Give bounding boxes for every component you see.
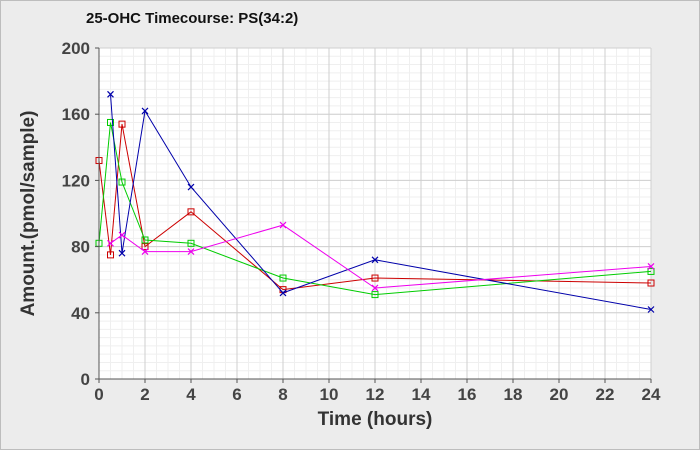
data-point [118,231,126,239]
x-tick-label: 12 [366,385,385,404]
data-point [187,248,195,255]
data-point [371,284,379,292]
x-tick-label: 16 [458,385,477,404]
data-point [187,239,195,247]
series-3 [107,90,655,313]
chart-title: 25-OHC Timecourse: PS(34:2) [86,10,299,27]
series-layer [95,90,655,313]
data-point [141,107,149,115]
data-point [279,274,287,282]
series-1 [95,120,655,294]
data-point [371,256,379,264]
x-axis-label: Time (hours) [318,409,433,430]
x-tick-label: 8 [278,385,287,404]
data-point [647,279,655,287]
y-tick-label: 80 [71,238,90,257]
x-tick-label: 10 [320,385,339,404]
data-point [118,249,126,257]
data-point [107,118,114,126]
data-point [647,267,655,275]
x-tick-label: 22 [596,385,615,404]
series-4 [107,221,655,292]
x-tick-label: 2 [140,385,149,404]
x-tick-label: 14 [412,385,431,404]
data-point [187,208,195,216]
data-point [141,243,149,251]
data-point [279,221,287,229]
data-point [647,263,655,270]
data-point [118,120,126,128]
data-point [141,236,149,244]
y-tick-label: 40 [71,304,90,323]
x-tick-label: 24 [642,385,661,404]
data-point [107,251,114,259]
x-tick-label: 18 [504,385,523,404]
data-point [187,183,195,191]
y-tick-label: 200 [62,39,90,58]
y-tick-label: 120 [62,171,90,190]
y-tick-label: 160 [62,105,90,124]
x-tick-label: 20 [550,385,569,404]
data-point [371,274,379,282]
data-point [118,178,126,186]
data-point [141,248,149,255]
data-point [107,239,114,247]
data-point [279,289,287,297]
y-axis-label: Amount.(pmol/sample) [18,111,39,317]
data-point [647,306,655,313]
x-tick-label: 6 [232,385,241,404]
x-tick-label: 0 [94,385,103,404]
series-line [98,124,652,291]
data-point [107,90,114,98]
series-line [98,122,652,296]
data-point [371,291,379,299]
y-tick-label: 0 [81,370,90,389]
x-tick-label: 4 [186,385,196,404]
